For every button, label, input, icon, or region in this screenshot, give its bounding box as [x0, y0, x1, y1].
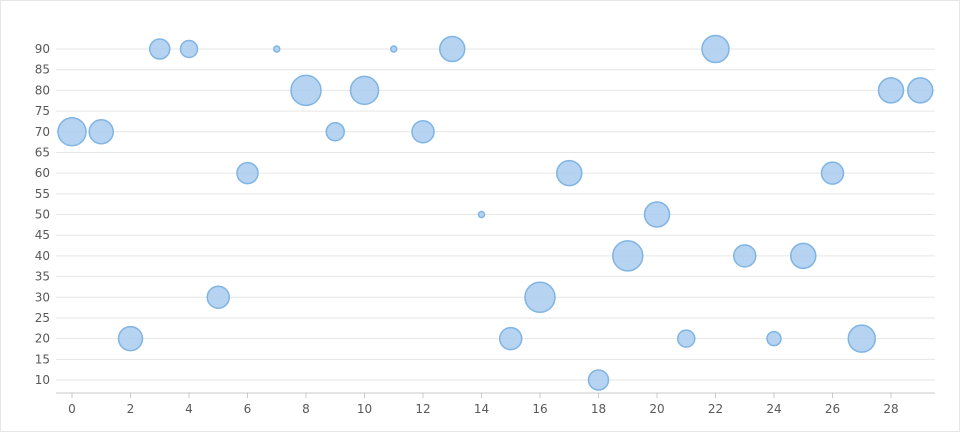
y-tick-label: 50 [35, 208, 50, 222]
bubble-point-6[interactable] [236, 161, 259, 185]
bubble-point-15[interactable] [499, 326, 523, 351]
x-tick-label: 0 [68, 402, 76, 416]
bubble-point-23[interactable] [733, 244, 757, 268]
bubble-point-17[interactable] [556, 159, 583, 187]
bubble-point-27[interactable] [847, 324, 876, 353]
y-tick-label: 35 [35, 270, 50, 284]
y-tick-label: 90 [35, 42, 50, 56]
bubble-point-18[interactable] [587, 369, 610, 391]
x-tick-label: 14 [474, 402, 489, 416]
x-tick-label: 28 [883, 402, 898, 416]
bubbles [57, 34, 934, 391]
bubble-point-14[interactable] [477, 210, 486, 219]
bubble-point-11[interactable] [390, 45, 398, 53]
bubble-point-28[interactable] [877, 77, 905, 104]
x-tick-label: 4 [185, 402, 193, 416]
bubble-point-0[interactable] [57, 117, 87, 147]
x-tick-label: 20 [649, 402, 664, 416]
bubble-point-20[interactable] [643, 201, 671, 228]
y-tick-label: 85 [35, 63, 50, 77]
y-tick-label: 55 [35, 187, 50, 201]
x-tick-label: 24 [766, 402, 781, 416]
y-tick-label: 80 [35, 83, 50, 97]
y-tick-label: 70 [35, 125, 50, 139]
y-tick-label: 40 [35, 249, 50, 263]
bubble-point-4[interactable] [179, 39, 199, 59]
y-tick-label: 10 [35, 373, 50, 387]
y-tick-label: 75 [35, 104, 50, 118]
bubble-point-13[interactable] [439, 35, 466, 63]
bubble-point-9[interactable] [325, 122, 345, 142]
bubble-point-12[interactable] [411, 120, 435, 144]
bubble-point-21[interactable] [677, 329, 696, 348]
x-tick-label: 12 [415, 402, 430, 416]
bubble-point-8[interactable] [290, 74, 322, 107]
y-tick-label: 20 [35, 332, 50, 346]
x-tick-label: 18 [591, 402, 606, 416]
y-tick-label: 30 [35, 290, 50, 304]
x-tick-label: 10 [357, 402, 372, 416]
y-tick-label: 25 [35, 311, 50, 325]
x-tick-label: 8 [302, 402, 310, 416]
x-tick-label: 22 [708, 402, 723, 416]
y-tick-label: 45 [35, 228, 50, 242]
x-tick-label: 6 [244, 402, 252, 416]
x-tick-label: 26 [825, 402, 840, 416]
bubble-point-24[interactable] [766, 330, 782, 347]
bubble-point-7[interactable] [273, 45, 281, 53]
y-tick-label: 65 [35, 145, 50, 159]
bubble-point-10[interactable] [349, 75, 380, 106]
grid-lines [56, 48, 935, 381]
bubble-point-3[interactable] [149, 38, 171, 60]
y-tick-label: 15 [35, 352, 50, 366]
bubble-point-26[interactable] [820, 161, 845, 185]
bubble-point-5[interactable] [206, 285, 230, 309]
bubble-point-2[interactable] [117, 325, 144, 352]
bubble-point-19[interactable] [612, 240, 644, 272]
x-tick-label: 2 [127, 402, 135, 416]
x-tick-label: 16 [532, 402, 547, 416]
bubble-point-16[interactable] [524, 281, 556, 313]
bubble-point-25[interactable] [790, 242, 817, 270]
bubble-point-1[interactable] [88, 119, 114, 145]
bubble-point-29[interactable] [907, 77, 934, 104]
y-tick-label: 60 [35, 166, 50, 180]
bubble-point-22[interactable] [701, 34, 730, 64]
